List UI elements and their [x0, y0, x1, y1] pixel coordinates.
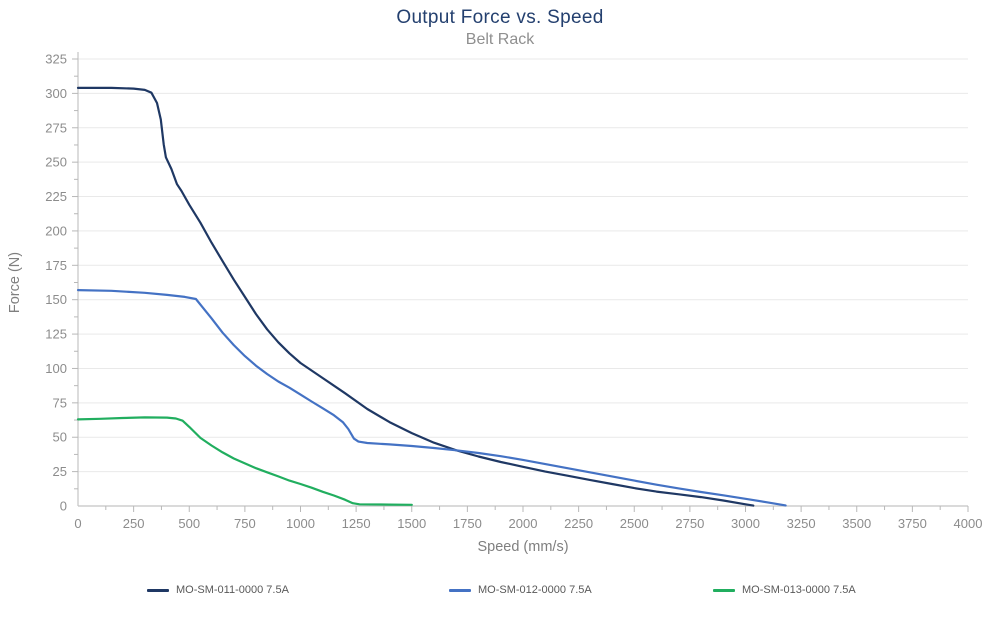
y-tick-label: 300: [45, 86, 67, 101]
legend-item-mo-sm-011: MO-SM-011-0000 7.5A: [147, 584, 289, 596]
y-tick-label: 175: [45, 258, 67, 273]
x-tick-label: 500: [178, 516, 200, 531]
x-axis-title: Speed (mm/s): [477, 539, 568, 555]
y-tick-label: 25: [53, 464, 67, 479]
x-tick-label: 2000: [509, 516, 538, 531]
legend-label: MO-SM-013-0000 7.5A: [742, 584, 856, 596]
chart-title: Output Force vs. Speed: [396, 7, 604, 28]
legend-item-mo-sm-013: MO-SM-013-0000 7.5A: [713, 584, 856, 596]
x-tick-label: 3250: [787, 516, 816, 531]
legend-label: MO-SM-011-0000 7.5A: [176, 584, 289, 596]
legend-label: MO-SM-012-0000 7.5A: [478, 584, 592, 596]
y-tick-label: 0: [60, 499, 67, 514]
y-tick-label: 325: [45, 52, 67, 67]
x-tick-label: 250: [123, 516, 145, 531]
series-line-mo-sm-012-0000-7-5a: [76, 289, 787, 507]
x-tick-label: 1000: [286, 516, 315, 531]
y-tick-label: 275: [45, 120, 67, 135]
y-axis-title: Force (N): [7, 252, 23, 313]
y-tick-label: 125: [45, 327, 67, 342]
x-tick-label: 1750: [453, 516, 482, 531]
y-tick-label: 75: [53, 395, 67, 410]
legend-item-mo-sm-012: MO-SM-012-0000 7.5A: [449, 584, 592, 596]
y-tick-label: 250: [45, 155, 67, 170]
x-tick-label: 2750: [675, 516, 704, 531]
y-tick-label: 225: [45, 189, 67, 204]
x-tick-label: 3750: [898, 516, 927, 531]
x-tick-label: 3500: [842, 516, 871, 531]
legend-swatch-blue: [449, 588, 471, 592]
x-tick-label: 1500: [397, 516, 426, 531]
x-tick-label: 3000: [731, 516, 760, 531]
series-line-mo-sm-011-0000-7-5a: [76, 86, 755, 507]
x-tick-label: 4000: [954, 516, 983, 531]
legend-swatch-navy: [147, 588, 169, 592]
series-line-mo-sm-013-0000-7-5a: [76, 416, 413, 506]
x-tick-label: 2250: [564, 516, 593, 531]
x-tick-label: 750: [234, 516, 256, 531]
y-tick-label: 150: [45, 292, 67, 307]
y-tick-label: 100: [45, 361, 67, 376]
x-tick-label: 2500: [620, 516, 649, 531]
legend-swatch-green: [713, 588, 735, 592]
x-tick-label: 0: [74, 516, 81, 531]
x-tick-label: 1250: [342, 516, 371, 531]
y-tick-label: 200: [45, 223, 67, 238]
chart-subtitle: Belt Rack: [465, 31, 535, 48]
y-tick-label: 50: [53, 430, 67, 445]
